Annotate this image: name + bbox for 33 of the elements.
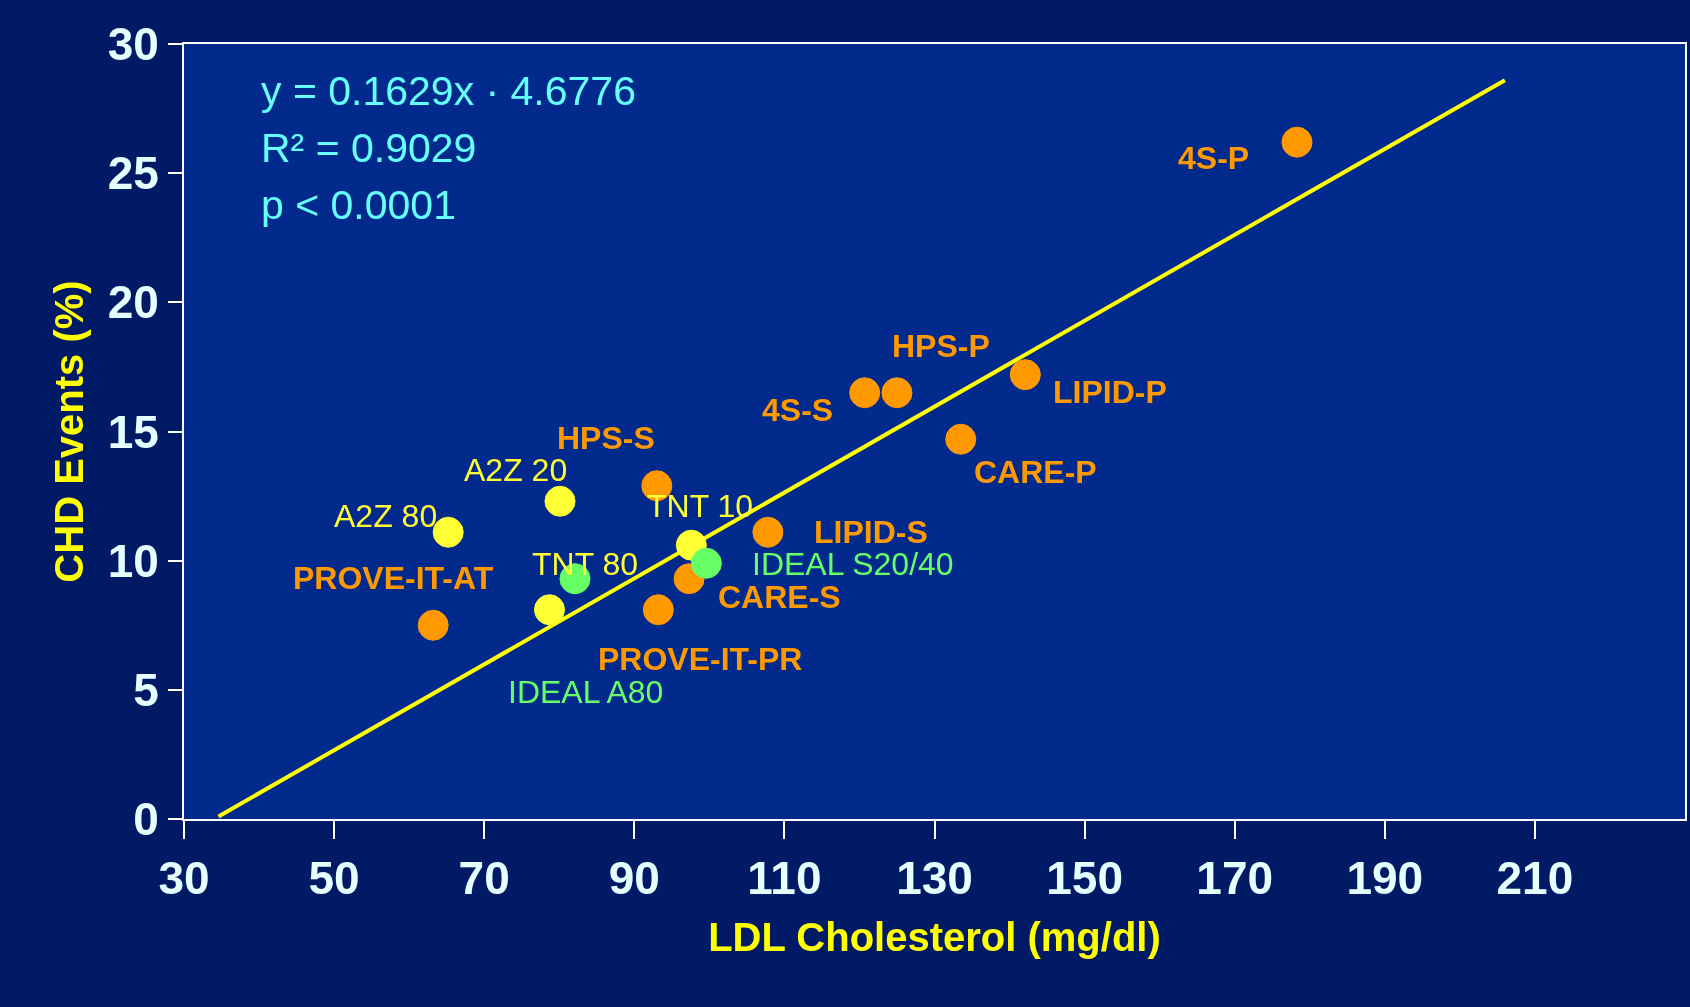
x-tick-label: 190 [1346,852,1424,905]
y-axis-title: CHD Events (%) [46,280,91,583]
x-tick-label: 90 [608,852,660,905]
x-tick-label: 50 [308,852,360,905]
y-tick-label: 20 [107,276,159,329]
annotation: CARE-P [974,454,1097,490]
annotation: PROVE-IT-AT [293,560,494,596]
y-tick-label: 5 [133,663,159,716]
annotation: 4S-S [762,392,834,428]
y-tick-label: 0 [133,793,159,846]
y-tick-label: 15 [107,405,159,458]
annotation: R² = 0.9029 [261,125,477,171]
annotation: PROVE-IT-PR [598,641,803,677]
y-tick-label: 30 [107,18,159,71]
x-tick-label: 110 [747,852,822,905]
annotation: TNT 10 [647,488,754,524]
annotation: TNT 80 [532,546,639,582]
annotation: IDEAL A80 [508,674,664,710]
annotation: y = 0.1629x · 4.6776 [261,68,636,114]
y-tick-label: 10 [107,534,159,587]
y-tick-label: 25 [107,147,159,200]
annotation: p < 0.0001 [261,182,456,228]
annotation: HPS-P [892,328,990,364]
annotation: 4S-P [1178,140,1250,176]
x-axis-title: LDL Cholesterol (mg/dl) [708,915,1161,960]
x-tick-label: 210 [1496,852,1574,905]
annotation: CARE-S [718,579,841,615]
annotation: A2Z 80 [334,498,438,534]
x-tick-label: 150 [1046,852,1123,905]
x-tick-label: 70 [458,852,510,905]
x-tick-label: 130 [896,852,973,905]
annotation: LIPID-P [1053,374,1167,410]
x-tick-label: 170 [1196,852,1274,905]
